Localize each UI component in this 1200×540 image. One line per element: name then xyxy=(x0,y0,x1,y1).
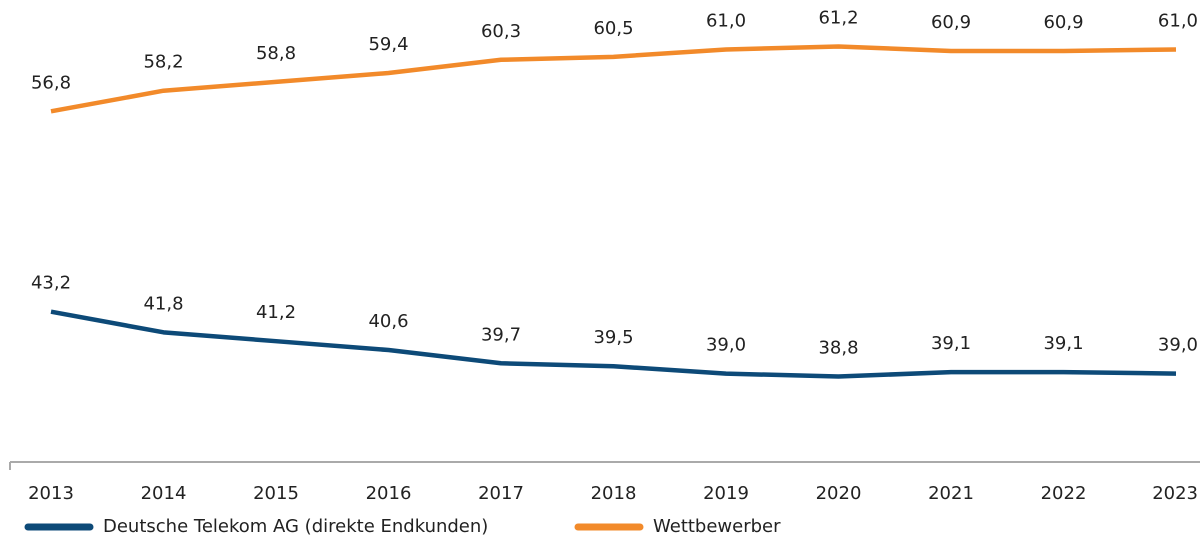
data-label: 61,0 xyxy=(1158,10,1198,31)
data-label: 60,9 xyxy=(1043,12,1083,33)
data-label: 58,8 xyxy=(256,43,296,64)
x-tick-label: 2014 xyxy=(141,483,187,504)
data-label: 39,7 xyxy=(481,324,521,345)
data-label: 59,4 xyxy=(368,34,408,55)
data-label: 39,1 xyxy=(931,333,971,354)
x-tick-label: 2020 xyxy=(816,483,862,504)
data-label: 61,2 xyxy=(818,8,858,29)
x-tick-label: 2013 xyxy=(28,483,74,504)
data-label: 58,2 xyxy=(143,52,183,73)
data-label: 39,1 xyxy=(1043,333,1083,354)
x-tick-label: 2018 xyxy=(591,483,637,504)
data-label: 60,3 xyxy=(481,21,521,42)
data-label: 40,6 xyxy=(368,311,408,332)
x-tick-label: 2015 xyxy=(253,483,299,504)
data-label: 39,0 xyxy=(706,335,746,356)
x-tick-label: 2021 xyxy=(928,483,974,504)
data-label: 60,5 xyxy=(593,18,633,39)
x-tick-label: 2022 xyxy=(1041,483,1087,504)
series-line xyxy=(50,44,1177,114)
data-label: 61,0 xyxy=(706,10,746,31)
legend-label: Wettbewerber xyxy=(653,516,781,537)
data-label: 60,9 xyxy=(931,12,971,33)
data-label: 38,8 xyxy=(818,338,858,359)
series-line xyxy=(50,309,1177,379)
data-label: 56,8 xyxy=(31,72,71,93)
x-tick-label: 2016 xyxy=(366,483,412,504)
legend-label: Deutsche Telekom AG (direkte Endkunden) xyxy=(103,516,488,537)
data-label: 41,2 xyxy=(256,302,296,323)
data-label: 43,2 xyxy=(31,273,71,294)
x-tick-label: 2017 xyxy=(478,483,524,504)
data-label: 39,0 xyxy=(1158,335,1198,356)
data-label: 39,5 xyxy=(593,327,633,348)
data-label: 41,8 xyxy=(143,293,183,314)
x-tick-label: 2023 xyxy=(1152,483,1198,504)
x-tick-label: 2019 xyxy=(703,483,749,504)
